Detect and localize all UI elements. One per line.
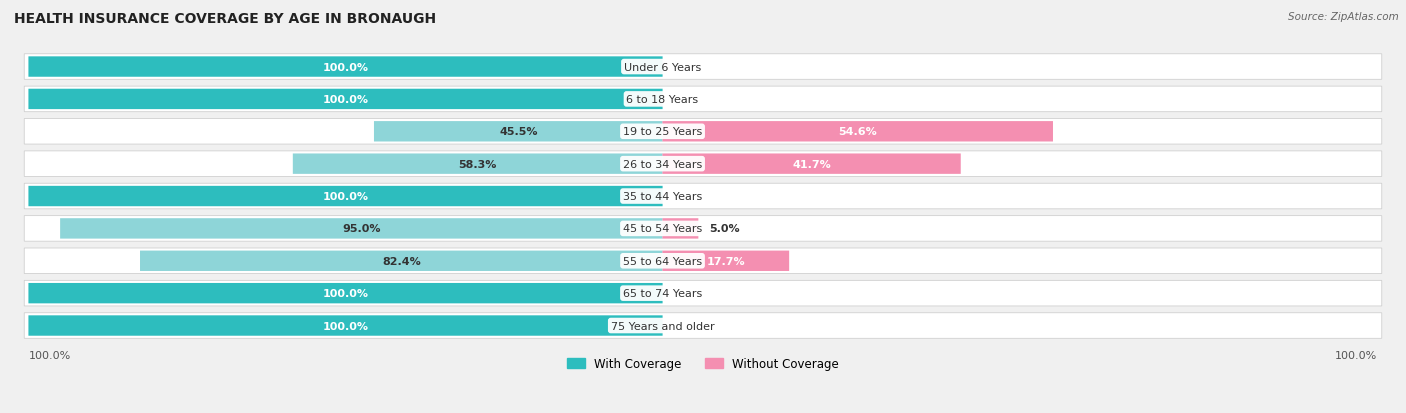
Text: 100.0%: 100.0% [1336,350,1378,360]
FancyBboxPatch shape [24,55,1382,80]
Text: 100.0%: 100.0% [322,95,368,104]
Text: 58.3%: 58.3% [458,159,496,169]
Text: 95.0%: 95.0% [342,224,381,234]
Text: 17.7%: 17.7% [706,256,745,266]
Text: 35 to 44 Years: 35 to 44 Years [623,192,702,202]
Text: 100.0%: 100.0% [322,62,368,72]
FancyBboxPatch shape [60,218,662,239]
FancyBboxPatch shape [141,251,662,271]
Text: 5.0%: 5.0% [709,224,740,234]
Text: 100.0%: 100.0% [322,288,368,299]
Text: HEALTH INSURANCE COVERAGE BY AGE IN BRONAUGH: HEALTH INSURANCE COVERAGE BY AGE IN BRON… [14,12,436,26]
Text: 100.0%: 100.0% [322,192,368,202]
FancyBboxPatch shape [24,216,1382,242]
Text: Under 6 Years: Under 6 Years [624,62,702,72]
FancyBboxPatch shape [24,152,1382,177]
Text: 54.6%: 54.6% [838,127,877,137]
Text: 65 to 74 Years: 65 to 74 Years [623,288,702,299]
Text: 26 to 34 Years: 26 to 34 Years [623,159,702,169]
FancyBboxPatch shape [24,119,1382,145]
Text: 82.4%: 82.4% [382,256,420,266]
Text: 6 to 18 Years: 6 to 18 Years [627,95,699,104]
FancyBboxPatch shape [662,251,789,271]
FancyBboxPatch shape [28,57,662,78]
FancyBboxPatch shape [24,184,1382,209]
Text: 55 to 64 Years: 55 to 64 Years [623,256,702,266]
Text: 45.5%: 45.5% [499,127,537,137]
FancyBboxPatch shape [28,283,662,304]
Text: 19 to 25 Years: 19 to 25 Years [623,127,702,137]
FancyBboxPatch shape [24,281,1382,306]
FancyBboxPatch shape [28,90,662,110]
FancyBboxPatch shape [28,186,662,207]
Legend: With Coverage, Without Coverage: With Coverage, Without Coverage [562,352,844,375]
FancyBboxPatch shape [28,316,662,336]
FancyBboxPatch shape [292,154,662,174]
FancyBboxPatch shape [24,313,1382,339]
Text: Source: ZipAtlas.com: Source: ZipAtlas.com [1288,12,1399,22]
Text: 75 Years and older: 75 Years and older [610,321,714,331]
Text: 100.0%: 100.0% [28,350,70,360]
FancyBboxPatch shape [662,154,960,174]
FancyBboxPatch shape [662,122,1053,142]
FancyBboxPatch shape [24,248,1382,274]
Text: 100.0%: 100.0% [322,321,368,331]
FancyBboxPatch shape [24,87,1382,112]
FancyBboxPatch shape [662,218,699,239]
FancyBboxPatch shape [374,122,662,142]
Text: 41.7%: 41.7% [792,159,831,169]
Text: 45 to 54 Years: 45 to 54 Years [623,224,702,234]
